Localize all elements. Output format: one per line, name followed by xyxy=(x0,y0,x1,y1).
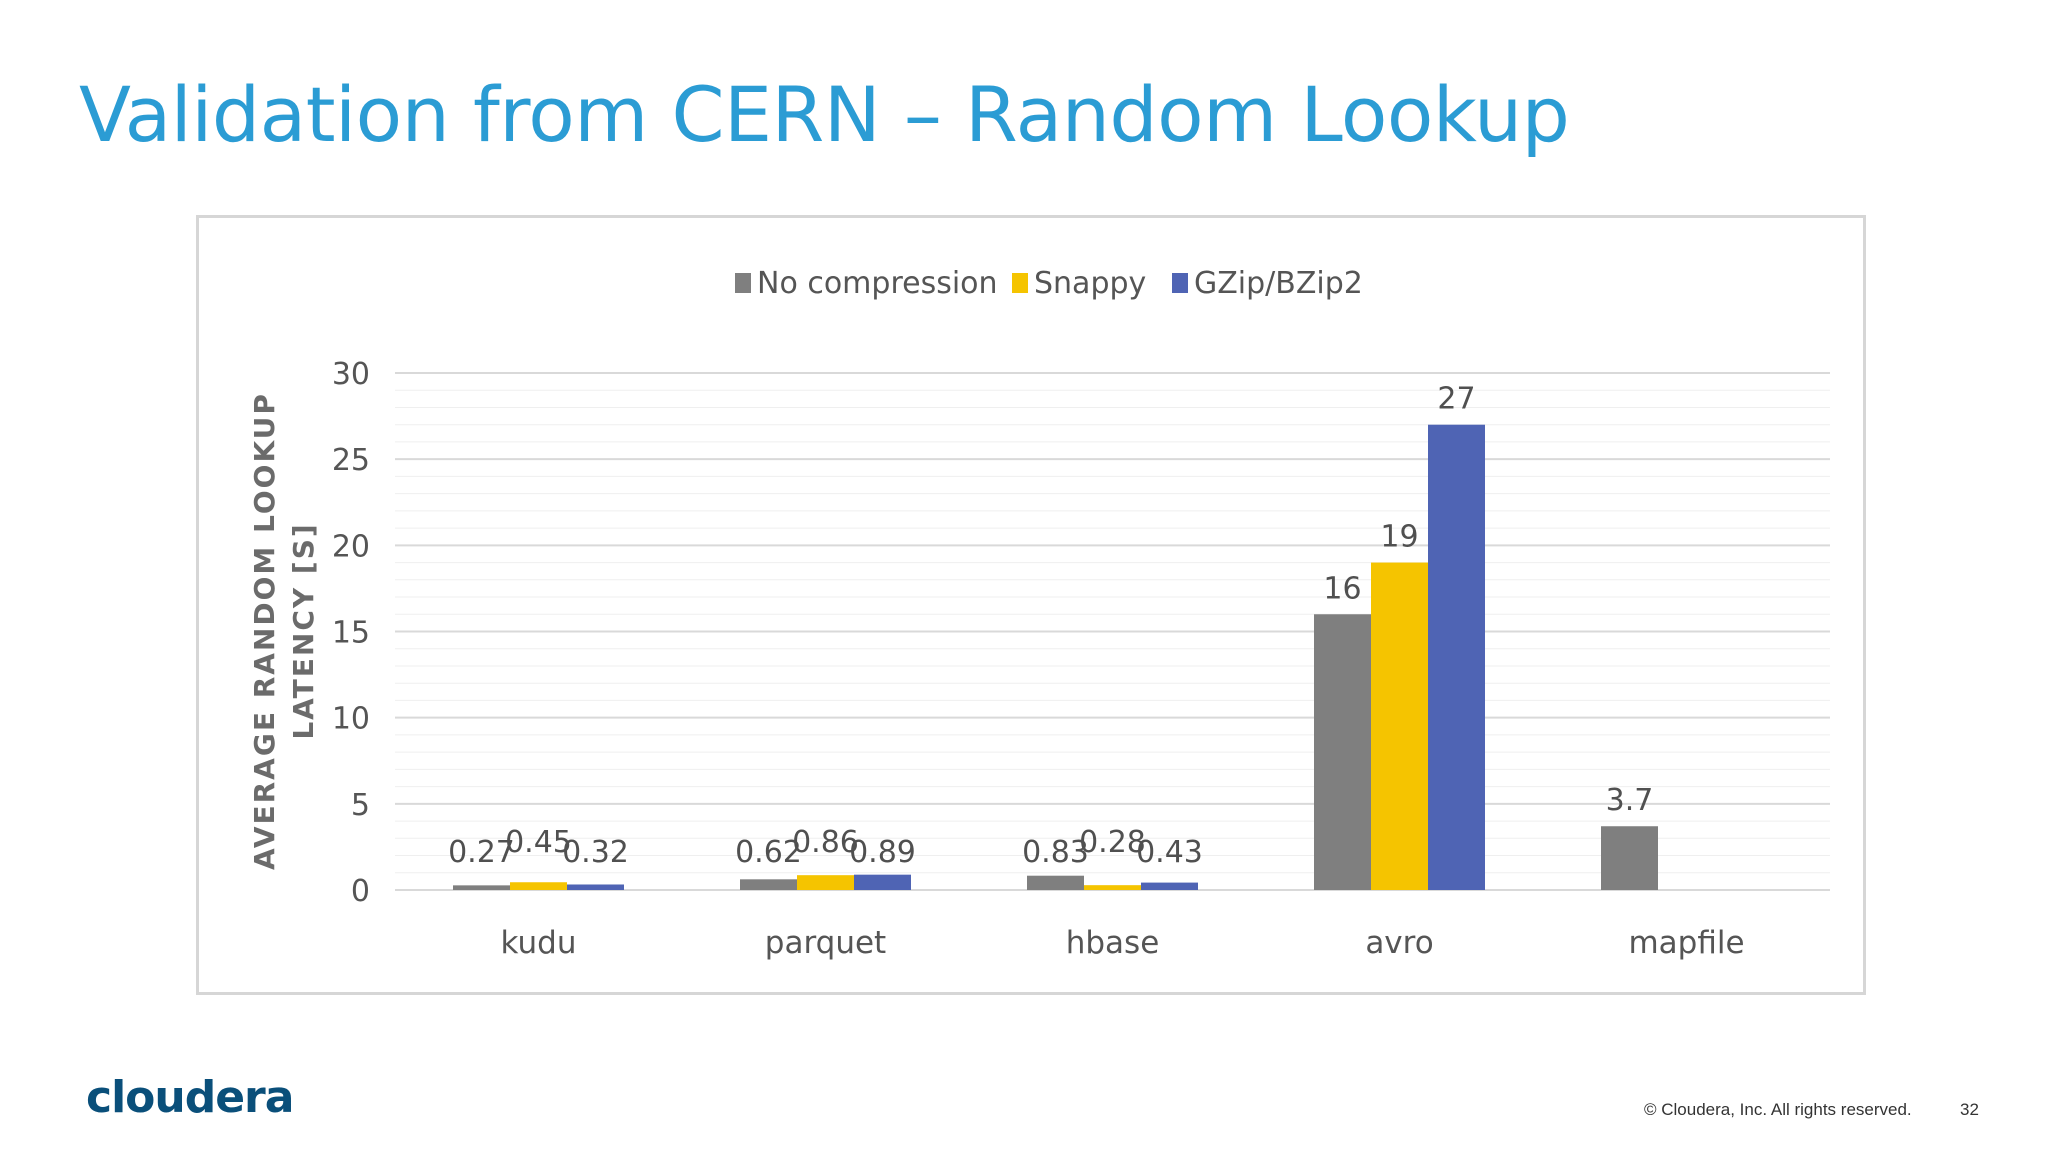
data-label: 0.27 xyxy=(448,835,515,870)
x-category-label: kudu xyxy=(501,925,577,961)
y-axis-title-line: LATENCY [S] xyxy=(287,522,320,739)
y-tick-label: 25 xyxy=(332,443,370,478)
bar-avro-gzip-bzip2 xyxy=(1428,424,1485,890)
x-category-label: mapfile xyxy=(1628,925,1744,961)
bar-kudu-snappy xyxy=(510,882,567,890)
data-label: 27 xyxy=(1437,382,1475,417)
data-label: 0.86 xyxy=(792,825,859,860)
y-tick-label: 5 xyxy=(351,788,370,823)
data-label: 0.45 xyxy=(505,825,572,860)
data-label: 3.7 xyxy=(1606,783,1654,818)
legend: No compression Snappy GZip/BZip2 xyxy=(735,266,1363,301)
y-axis-title: AVERAGE RANDOM LOOKUP LATENCY [S] xyxy=(248,392,320,870)
bar-kudu-gzip-bzip2 xyxy=(567,884,624,890)
legend-swatch xyxy=(735,273,751,293)
data-label: 0.32 xyxy=(562,835,629,870)
legend-swatch xyxy=(1012,273,1028,293)
y-axis-title-line: AVERAGE RANDOM LOOKUP xyxy=(248,392,281,870)
legend-swatch xyxy=(1172,273,1188,293)
x-axis-categories: kudu parquet hbase avro mapfile xyxy=(501,925,1745,961)
slide-title: Validation from CERN – Random Lookup xyxy=(79,70,1570,159)
bars xyxy=(453,424,1658,890)
bar-hbase-no-compression xyxy=(1027,875,1084,890)
bar-kudu-no-compression xyxy=(453,885,510,890)
bar-parquet-snappy xyxy=(797,875,854,890)
data-label: 0.62 xyxy=(735,835,802,870)
data-label: 16 xyxy=(1323,571,1361,606)
page-number: 32 xyxy=(1960,1100,1979,1119)
legend-entry: No compression xyxy=(757,266,998,301)
data-label: 0.28 xyxy=(1079,825,1146,860)
y-tick-label: 15 xyxy=(332,616,370,651)
data-labels: 0.270.450.32 0.620.860.89 0.830.280.43 16 19… xyxy=(448,382,1653,870)
data-label: 19 xyxy=(1380,520,1418,555)
y-tick-label: 30 xyxy=(332,357,370,392)
cloudera-logo: cloudera xyxy=(86,1072,294,1123)
bar-avro-no-compression xyxy=(1314,614,1371,890)
data-label: 0.83 xyxy=(1022,835,1089,870)
x-category-label: parquet xyxy=(765,925,886,961)
y-tick-label: 0 xyxy=(351,874,370,909)
y-axis-ticks: 0 5 10 15 20 25 30 xyxy=(332,357,370,909)
y-tick-label: 20 xyxy=(332,529,370,564)
gridlines xyxy=(395,372,1830,891)
bar-parquet-no-compression xyxy=(740,879,797,890)
data-label: 0.89 xyxy=(849,835,916,870)
chart-frame xyxy=(196,215,1866,995)
x-category-label: hbase xyxy=(1066,925,1160,961)
bar-avro-snappy xyxy=(1371,562,1428,890)
data-label: 0.43 xyxy=(1136,835,1203,870)
y-tick-label: 10 xyxy=(332,702,370,737)
bar-hbase-gzip-bzip2 xyxy=(1141,882,1198,890)
legend-entry: Snappy xyxy=(1034,266,1146,301)
copyright-text: © Cloudera, Inc. All rights reserved. xyxy=(1644,1100,1912,1119)
x-category-label: avro xyxy=(1365,925,1433,961)
legend-entry: GZip/BZip2 xyxy=(1194,266,1363,301)
bar-hbase-snappy xyxy=(1084,885,1141,890)
bar-mapfile-no-compression xyxy=(1601,826,1658,890)
bar-parquet-gzip-bzip2 xyxy=(854,874,911,890)
